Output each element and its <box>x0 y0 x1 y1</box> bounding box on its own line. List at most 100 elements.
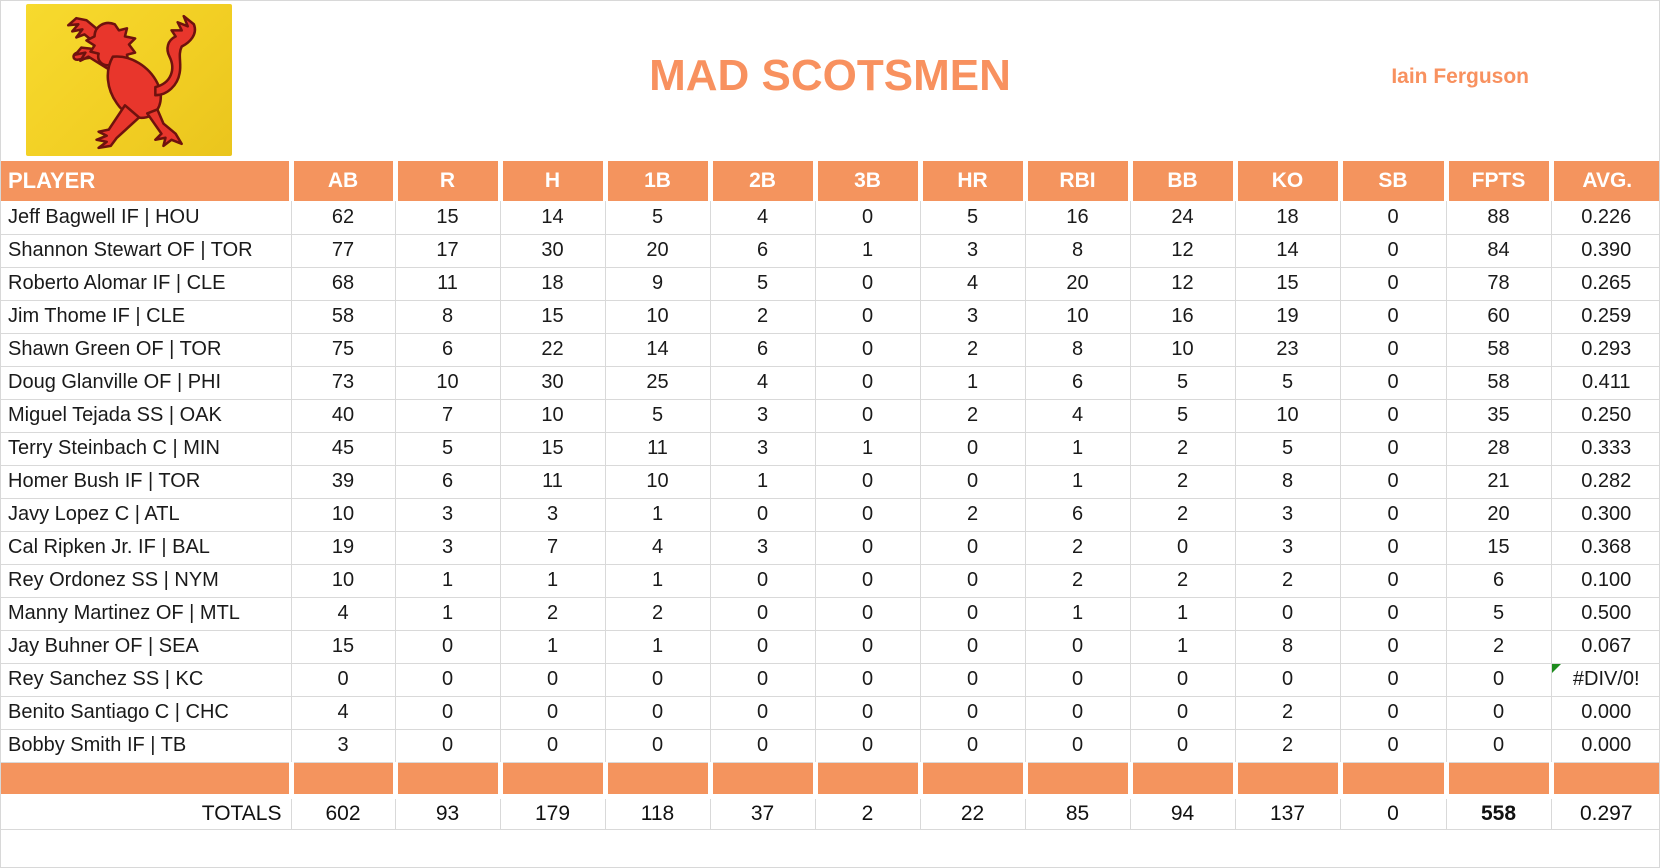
cell-2b[interactable]: 4 <box>709 201 815 235</box>
cell-r[interactable]: 1 <box>394 564 500 598</box>
cell-hr[interactable]: 0 <box>919 729 1025 763</box>
cell-h[interactable]: 1 <box>499 630 605 664</box>
cell-1b[interactable]: 9 <box>604 267 710 301</box>
cell-rbi[interactable]: 0 <box>1024 663 1130 697</box>
cell-h[interactable]: 0 <box>499 663 605 697</box>
column-header-sb[interactable]: SB <box>1337 161 1446 201</box>
cell-3b[interactable]: 0 <box>814 597 920 631</box>
cell-2b[interactable]: 4 <box>709 366 815 400</box>
cell-r[interactable]: 0 <box>394 630 500 664</box>
cell-h[interactable]: 7 <box>499 531 605 565</box>
cell-bb[interactable]: 2 <box>1129 564 1235 598</box>
cell-bb[interactable]: 0 <box>1129 531 1235 565</box>
total-2b[interactable]: 37 <box>709 796 815 830</box>
cell-hr[interactable]: 3 <box>919 300 1025 334</box>
cell-r[interactable]: 7 <box>394 399 500 433</box>
cell-2b[interactable]: 2 <box>709 300 815 334</box>
cell-3b[interactable]: 0 <box>814 333 920 367</box>
cell-player[interactable]: Javy Lopez C | ATL <box>1 498 291 532</box>
cell-1b[interactable]: 10 <box>604 300 710 334</box>
cell-r[interactable]: 5 <box>394 432 500 466</box>
total-h[interactable]: 179 <box>499 796 605 830</box>
cell-2b[interactable]: 6 <box>709 234 815 268</box>
cell-2b[interactable]: 0 <box>709 663 815 697</box>
cell-ab[interactable]: 45 <box>290 432 395 466</box>
cell-fpts[interactable]: 21 <box>1445 465 1551 499</box>
cell-h[interactable]: 10 <box>499 399 605 433</box>
cell-r[interactable]: 0 <box>394 663 500 697</box>
cell-ab[interactable]: 4 <box>290 696 395 730</box>
cell-fpts[interactable]: 0 <box>1445 696 1551 730</box>
cell-fpts[interactable]: 78 <box>1445 267 1551 301</box>
cell-sb[interactable]: 0 <box>1339 465 1446 499</box>
cell-hr[interactable]: 0 <box>919 432 1025 466</box>
cell-hr[interactable]: 4 <box>919 267 1025 301</box>
cell-avg[interactable]: 0.390 <box>1550 234 1659 268</box>
cell-avg[interactable]: 0.250 <box>1550 399 1659 433</box>
cell-h[interactable]: 3 <box>499 498 605 532</box>
cell-ab[interactable]: 10 <box>290 498 395 532</box>
cell-ab[interactable]: 0 <box>290 663 395 697</box>
cell-player[interactable]: Roberto Alomar IF | CLE <box>1 267 291 301</box>
cell-1b[interactable]: 1 <box>604 630 710 664</box>
cell-sb[interactable]: 0 <box>1339 201 1446 235</box>
cell-rbi[interactable]: 8 <box>1024 234 1130 268</box>
cell-r[interactable]: 6 <box>394 465 500 499</box>
cell-avg[interactable]: 0.282 <box>1550 465 1659 499</box>
cell-fpts[interactable]: 6 <box>1445 564 1551 598</box>
cell-ab[interactable]: 19 <box>290 531 395 565</box>
cell-player[interactable]: Benito Santiago C | CHC <box>1 696 291 730</box>
cell-ab[interactable]: 73 <box>290 366 395 400</box>
cell-3b[interactable]: 0 <box>814 729 920 763</box>
cell-hr[interactable]: 0 <box>919 696 1025 730</box>
cell-hr[interactable]: 2 <box>919 333 1025 367</box>
cell-avg[interactable]: 0.300 <box>1550 498 1659 532</box>
cell-player[interactable]: Rey Ordonez SS | NYM <box>1 564 291 598</box>
cell-sb[interactable]: 0 <box>1339 432 1446 466</box>
cell-bb[interactable]: 0 <box>1129 663 1235 697</box>
cell-player[interactable]: Miguel Tejada SS | OAK <box>1 399 291 433</box>
cell-h[interactable]: 0 <box>499 729 605 763</box>
column-header-bb[interactable]: BB <box>1127 161 1235 201</box>
cell-hr[interactable]: 0 <box>919 597 1025 631</box>
cell-hr[interactable]: 0 <box>919 564 1025 598</box>
column-header-2b[interactable]: 2B <box>707 161 815 201</box>
cell-ko[interactable]: 8 <box>1234 630 1340 664</box>
cell-sb[interactable]: 0 <box>1339 663 1446 697</box>
cell-ko[interactable]: 3 <box>1234 531 1340 565</box>
cell-sb[interactable]: 0 <box>1339 597 1446 631</box>
cell-fpts[interactable]: 60 <box>1445 300 1551 334</box>
cell-r[interactable]: 8 <box>394 300 500 334</box>
cell-ko[interactable]: 8 <box>1234 465 1340 499</box>
cell-fpts[interactable]: 20 <box>1445 498 1551 532</box>
cell-ab[interactable]: 68 <box>290 267 395 301</box>
cell-player[interactable]: Cal Ripken Jr. IF | BAL <box>1 531 291 565</box>
cell-r[interactable]: 10 <box>394 366 500 400</box>
cell-bb[interactable]: 12 <box>1129 234 1235 268</box>
cell-h[interactable]: 30 <box>499 366 605 400</box>
cell-r[interactable]: 3 <box>394 531 500 565</box>
cell-rbi[interactable]: 20 <box>1024 267 1130 301</box>
cell-r[interactable]: 6 <box>394 333 500 367</box>
cell-3b[interactable]: 0 <box>814 498 920 532</box>
cell-ko[interactable]: 15 <box>1234 267 1340 301</box>
cell-r[interactable]: 17 <box>394 234 500 268</box>
cell-sb[interactable]: 0 <box>1339 630 1446 664</box>
cell-h[interactable]: 22 <box>499 333 605 367</box>
cell-fpts[interactable]: 88 <box>1445 201 1551 235</box>
cell-h[interactable]: 1 <box>499 564 605 598</box>
cell-player[interactable]: Shawn Green OF | TOR <box>1 333 291 367</box>
cell-2b[interactable]: 3 <box>709 399 815 433</box>
cell-bb[interactable]: 2 <box>1129 432 1235 466</box>
cell-sb[interactable]: 0 <box>1339 498 1446 532</box>
cell-h[interactable]: 11 <box>499 465 605 499</box>
total-bb[interactable]: 94 <box>1129 796 1235 830</box>
cell-player[interactable]: Jeff Bagwell IF | HOU <box>1 201 291 235</box>
cell-rbi[interactable]: 16 <box>1024 201 1130 235</box>
cell-ab[interactable]: 39 <box>290 465 395 499</box>
total-avg[interactable]: 0.297 <box>1550 796 1659 830</box>
cell-rbi[interactable]: 4 <box>1024 399 1130 433</box>
cell-ko[interactable]: 10 <box>1234 399 1340 433</box>
cell-bb[interactable]: 10 <box>1129 333 1235 367</box>
total-3b[interactable]: 2 <box>814 796 920 830</box>
